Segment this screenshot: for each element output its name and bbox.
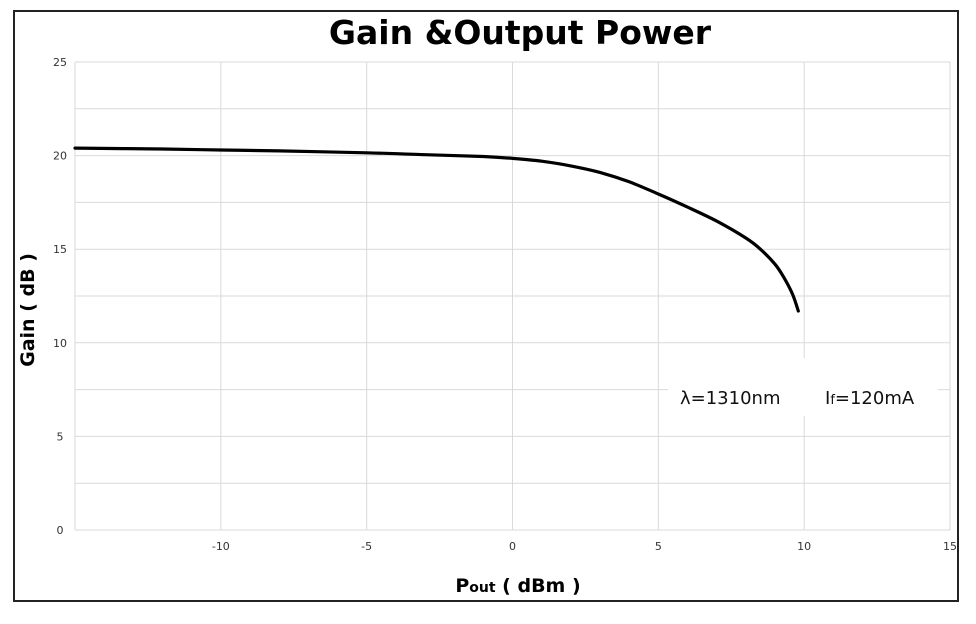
grid [74, 61, 951, 531]
chart-title: Gain &Output Power [329, 13, 712, 52]
gain-series-line [73, 146, 800, 313]
x-axis-label: Pout ( dBm ) [455, 575, 580, 597]
x-tick-label: -10 [212, 540, 230, 553]
y-tick-label: 5 [57, 430, 64, 443]
x-tick-labels: -10 -5 0 5 10 15 [212, 540, 957, 553]
x-tick-label: -5 [361, 540, 372, 553]
y-axis-label: Gain ( dB ) [17, 253, 39, 367]
x-tick-label: 10 [797, 540, 811, 553]
y-tick-label: 15 [53, 243, 67, 256]
current-annotation: If=120mA [825, 388, 915, 409]
x-tick-label: 5 [655, 540, 662, 553]
y-tick-label: 25 [53, 56, 67, 69]
x-tick-label: 15 [943, 540, 957, 553]
y-tick-label: 10 [53, 337, 67, 350]
y-tick-label: 20 [53, 150, 67, 163]
wavelength-annotation: λ=1310nm [680, 388, 781, 409]
y-tick-labels: 0 5 10 15 20 25 [53, 56, 67, 537]
x-tick-label: 0 [509, 540, 516, 553]
y-tick-label: 0 [57, 524, 64, 537]
annotation-box [668, 358, 938, 416]
